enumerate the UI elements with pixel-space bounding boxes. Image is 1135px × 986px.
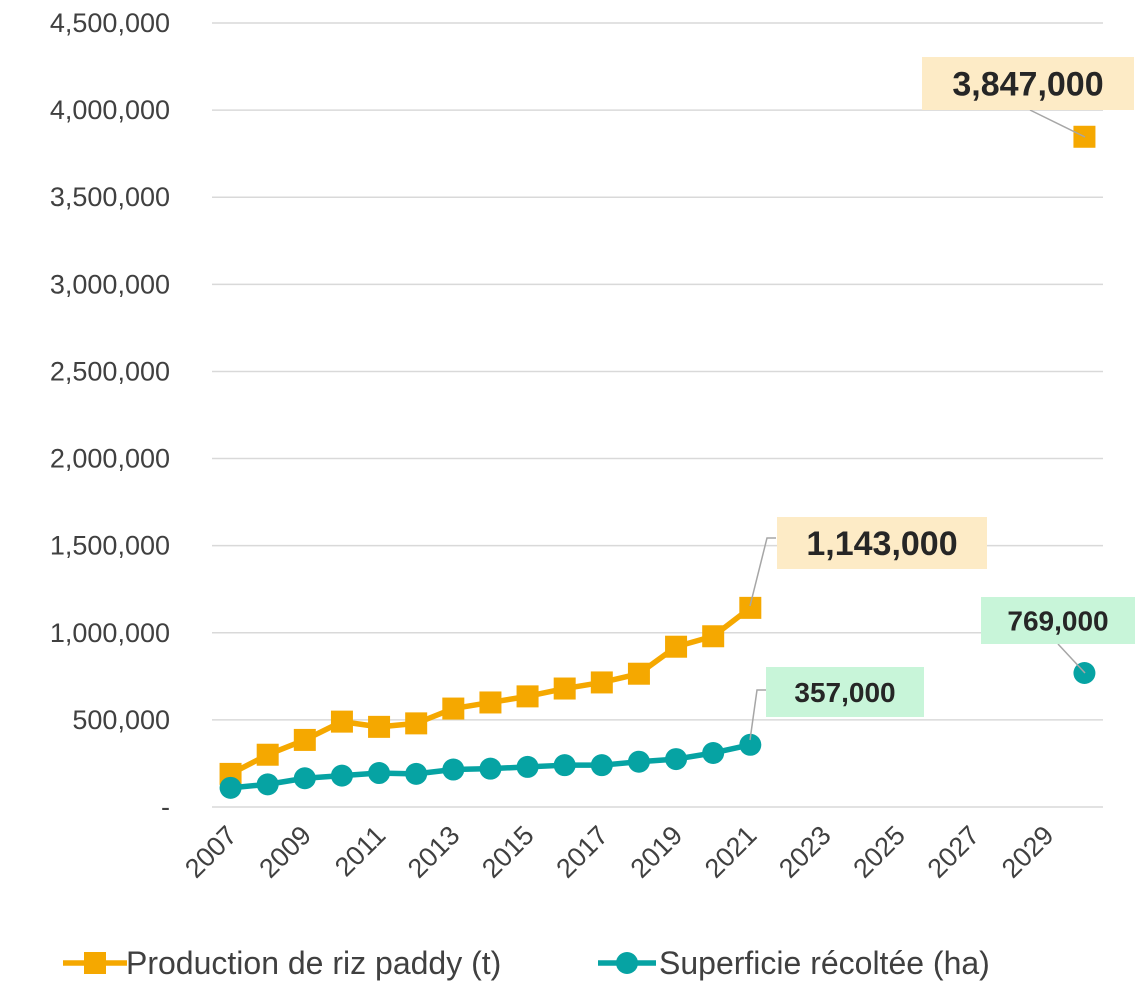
data-point-circle [702, 741, 725, 764]
y-tick-label: 3,000,000 [50, 269, 170, 299]
y-tick-label: - [161, 792, 170, 822]
data-point-square [293, 728, 316, 751]
data-point-square [665, 635, 688, 658]
data-point-circle [479, 757, 502, 780]
y-tick-label: 1,500,000 [50, 531, 170, 561]
data-point-circle [627, 750, 650, 773]
data-point-circle [665, 748, 688, 771]
y-tick-label: 4,500,000 [50, 8, 170, 38]
data-label: 3,847,000 [952, 66, 1103, 104]
x-tick-label: 2007 [179, 820, 243, 884]
data-point-square [590, 671, 613, 694]
data-point-square [330, 710, 353, 733]
data-point-square [739, 596, 762, 619]
data-point-circle [442, 758, 465, 781]
data-point-circle [219, 776, 242, 799]
x-tick-label: 2021 [699, 820, 763, 884]
legend-square-marker [84, 952, 106, 974]
data-point-square [702, 625, 725, 648]
data-point-circle [553, 754, 576, 777]
legend-label: Superficie récoltée (ha) [659, 945, 990, 981]
data-point-square [405, 712, 428, 735]
data-label: 1,143,000 [806, 525, 957, 563]
legend-label: Production de riz paddy (t) [126, 945, 501, 981]
data-point-circle [739, 733, 762, 756]
y-tick-label: 1,000,000 [50, 618, 170, 648]
data-point-circle [516, 755, 539, 778]
data-point-circle [293, 767, 316, 790]
callout-box [922, 57, 1134, 110]
legend-circle-marker [616, 952, 638, 974]
x-tick-label: 2009 [253, 820, 317, 884]
x-tick-label: 2017 [550, 820, 614, 884]
y-tick-label: 500,000 [72, 705, 170, 735]
callout-leader-line [749, 689, 766, 741]
data-point-square [442, 697, 465, 720]
x-tick-label: 2015 [476, 820, 540, 884]
callout-leader-line [1029, 109, 1086, 138]
data-point-circle [330, 764, 353, 787]
callout-box [777, 517, 987, 569]
y-tick-label: 4,000,000 [50, 95, 170, 125]
data-point-square [368, 715, 391, 738]
data-label: 357,000 [794, 677, 895, 708]
data-point-square [256, 743, 279, 766]
x-tick-label: 2013 [402, 820, 466, 884]
x-tick-label: 2011 [329, 820, 391, 882]
x-tick-label: 2025 [847, 820, 911, 884]
callout-box [766, 667, 924, 717]
data-point-circle [405, 762, 428, 785]
x-tick-label: 2029 [996, 820, 1060, 884]
data-point-square [516, 685, 539, 708]
y-tick-label: 2,000,000 [50, 444, 170, 474]
data-point-circle [368, 762, 391, 785]
data-point-square [553, 677, 576, 700]
data-point-square [479, 691, 502, 714]
y-tick-label: 3,500,000 [50, 182, 170, 212]
data-point-square [627, 662, 650, 685]
x-tick-label: 2027 [922, 820, 986, 884]
callout-leader-line [1057, 643, 1086, 674]
callout-box [981, 597, 1135, 644]
y-tick-label: 2,500,000 [50, 356, 170, 386]
data-point-circle [256, 773, 279, 796]
data-label: 769,000 [1007, 606, 1108, 637]
x-tick-label: 2023 [773, 820, 837, 884]
callout-leader-line [749, 537, 776, 607]
x-tick-label: 2019 [625, 820, 689, 884]
data-point-circle [590, 754, 613, 777]
